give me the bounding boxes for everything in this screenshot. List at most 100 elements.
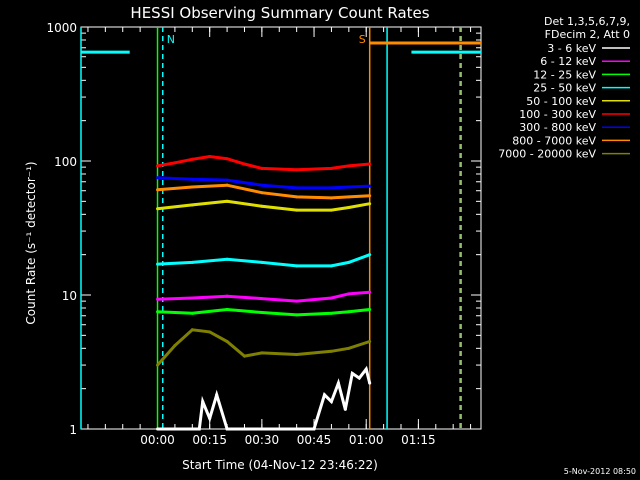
data-point (156, 363, 160, 367)
legend-label: 3 - 6 keV (547, 42, 596, 55)
data-point (368, 339, 372, 343)
data-point (260, 311, 264, 315)
legend-label: 300 - 800 keV (519, 121, 596, 134)
data-point (190, 203, 194, 207)
night-marker-label: N (167, 33, 175, 46)
data-point (329, 264, 333, 268)
data-point (260, 204, 264, 208)
data-point (190, 296, 194, 300)
data-point (368, 307, 372, 311)
data-point (329, 186, 333, 190)
legend-label: 7000 - 20000 keV (498, 148, 596, 161)
data-point (156, 262, 160, 266)
data-point (156, 207, 160, 211)
data-point (329, 196, 333, 200)
data-point (156, 164, 160, 168)
x-tick-label: 00:30 (245, 433, 280, 447)
legend-label: 100 - 300 keV (519, 108, 596, 121)
data-point (173, 343, 177, 347)
data-point (260, 191, 264, 195)
series-line-4 (157, 199, 370, 212)
series-line-3 (157, 253, 371, 268)
night-marker-label: S (359, 33, 366, 46)
data-point (347, 310, 351, 314)
x-tick-label: 00:15 (192, 433, 227, 447)
data-point (329, 166, 333, 170)
x-tick-label: 00:45 (297, 433, 332, 447)
data-point (208, 330, 212, 334)
data-point (190, 177, 194, 181)
data-point (197, 427, 201, 431)
data-point (215, 393, 219, 397)
series-line-7 (157, 183, 370, 200)
legend-header-line: Det 1,3,5,6,7,9, (544, 15, 630, 28)
data-point (225, 157, 229, 161)
data-point (329, 296, 333, 300)
data-point (295, 208, 299, 212)
data-point (336, 381, 340, 385)
series-line-2 (157, 307, 370, 317)
y-tick-label: 10 (62, 289, 77, 303)
footer-timestamp: 5-Nov-2012 08:50 (564, 467, 636, 476)
data-point (347, 185, 351, 189)
data-point (347, 292, 351, 296)
legend-label: 12 - 25 keV (533, 68, 596, 81)
data-point (190, 328, 194, 332)
data-point (347, 260, 351, 264)
legend-header-line: FDecim 2, Att 0 (545, 28, 630, 41)
data-point (364, 367, 368, 371)
data-point (329, 400, 333, 404)
data-point (368, 290, 372, 294)
data-point (295, 195, 299, 199)
data-point (201, 400, 205, 404)
data-point (225, 199, 229, 203)
data-point (225, 257, 229, 261)
data-point (295, 264, 299, 268)
data-point (260, 297, 264, 301)
data-point (295, 352, 299, 356)
data-point (225, 183, 229, 187)
data-point (156, 310, 160, 314)
data-point (295, 299, 299, 303)
data-point (156, 176, 160, 180)
data-point (225, 307, 229, 311)
legend-label: 800 - 7000 keV (512, 134, 596, 147)
data-point (347, 346, 351, 350)
data-point (322, 393, 326, 397)
y-tick-label: 1 (69, 423, 77, 437)
data-point (312, 427, 316, 431)
data-point (368, 253, 372, 257)
legend-label: 50 - 100 keV (526, 95, 596, 108)
x-tick-label: 01:00 (349, 433, 384, 447)
data-point (329, 208, 333, 212)
data-point (343, 407, 347, 411)
data-point (295, 186, 299, 190)
y-axis-label: Count Rate (s⁻¹ detector⁻¹) (24, 161, 38, 324)
data-point (368, 202, 372, 206)
data-point (156, 427, 160, 431)
data-point (347, 205, 351, 209)
data-point (347, 164, 351, 168)
series-line-1 (157, 290, 370, 303)
data-point (225, 178, 229, 182)
data-point (368, 184, 372, 188)
data-point (225, 339, 229, 343)
x-tick-label: 01:15 (401, 433, 436, 447)
data-point (225, 427, 229, 431)
data-point (260, 351, 264, 355)
series-line-6 (157, 176, 370, 190)
data-point (260, 166, 264, 170)
data-point (368, 162, 372, 166)
data-point (190, 185, 194, 189)
data-point (260, 260, 264, 264)
data-point (190, 157, 194, 161)
data-point (357, 376, 361, 380)
data-point (190, 260, 194, 264)
data-point (368, 194, 372, 198)
data-point (347, 195, 351, 199)
legend-label: 25 - 50 keV (533, 82, 596, 95)
data-point (190, 311, 194, 315)
data-point (225, 294, 229, 298)
data-point (350, 371, 354, 375)
